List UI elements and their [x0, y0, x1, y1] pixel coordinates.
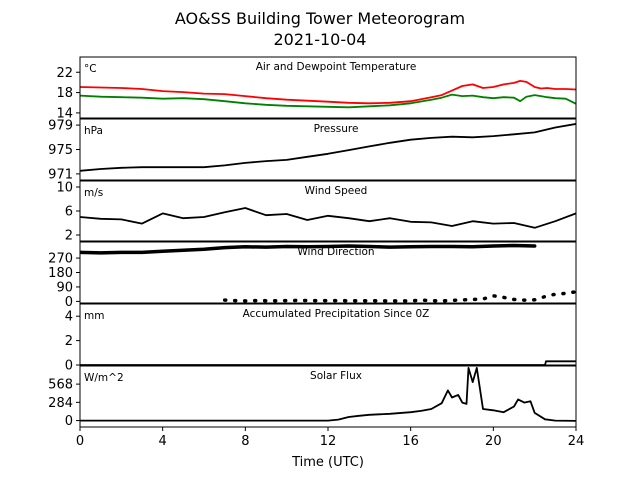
precip-ytick-label: 2 [65, 334, 73, 349]
wind_dir-ytick-label: 0 [65, 295, 73, 310]
wind_speed-panel-title: Wind Speed [305, 185, 368, 197]
temp-panel-title: Air and Dewpoint Temperature [256, 61, 417, 73]
solar-ytick-label: 284 [48, 396, 73, 411]
wind_speed-ytick-label: 2 [65, 229, 73, 244]
wind_speed-unit-label: m/s [84, 187, 103, 199]
panel-precip: 0 2 4 Accumulated Precipitation Since 0Z mm [65, 303, 577, 374]
wind_dir-series-0 [80, 243, 537, 255]
xtick-label: 12 [320, 434, 337, 449]
precip-unit-label: mm [84, 310, 104, 322]
precip-ytick-label: 4 [65, 310, 73, 325]
precip-panel-title: Accumulated Precipitation Since 0Z [243, 308, 430, 320]
solar-ytick-label: 568 [48, 378, 73, 393]
precip-series-0 [80, 360, 576, 365]
pressure-ytick-label: 975 [48, 143, 73, 158]
pressure-ytick-label: 979 [48, 119, 73, 134]
xtick-label: 0 [76, 434, 84, 449]
wind_speed-ytick-label: 6 [65, 205, 73, 220]
solar-unit-label: W/m^2 [84, 372, 124, 384]
temp-series-group [80, 80, 576, 109]
temp-ytick-label: 14 [56, 106, 73, 121]
temp-series-0 [80, 80, 576, 105]
pressure-unit-label: hPa [84, 125, 103, 137]
x-axis-label: Time (UTC) [291, 455, 364, 470]
xtick-label: 24 [568, 434, 585, 449]
precip-ytick-label: 0 [65, 359, 73, 374]
xtick-label: 4 [159, 434, 167, 449]
pressure-panel-title: Pressure [314, 123, 359, 135]
wind_speed-series-0 [80, 207, 576, 229]
xtick-label: 16 [402, 434, 419, 449]
panel-temp: 14 18 22 Air and Dewpoint Temperature °C [56, 56, 577, 121]
wind_dir-panel-title: Wind Direction [297, 246, 374, 258]
panel-pressure: 971 975 979 Pressure hPa [48, 118, 577, 182]
pressure-ytick-label: 971 [48, 167, 73, 182]
wind_dir-series-1 [222, 290, 576, 303]
xtick-label: 20 [485, 434, 502, 449]
pressure-series-0 [80, 123, 576, 172]
temp-ytick-label: 18 [56, 86, 73, 101]
solar-ytick-label: 0 [65, 414, 73, 429]
solar-series-0 [80, 367, 576, 422]
solar-series-group [80, 367, 576, 422]
temp-series-1 [80, 93, 576, 109]
wind_dir-ytick-label: 180 [48, 266, 73, 281]
xtick-label: 8 [241, 434, 249, 449]
wind_dir-ytick-label: 270 [48, 252, 73, 267]
temp-frame [79, 56, 577, 119]
precip-frame [79, 303, 577, 366]
wind_speed-series-group [80, 207, 576, 229]
wind_speed-ytick-label: 10 [56, 181, 73, 196]
x-axis: 0 4 8 12 16 20 24 [76, 427, 584, 449]
temp-unit-label: °C [84, 63, 97, 75]
chart-title-line2: 2021-10-04 [274, 30, 367, 49]
wind_dir-series-group [80, 243, 576, 303]
temp-ytick-label: 22 [56, 66, 73, 81]
solar-panel-title: Solar Flux [310, 370, 362, 382]
pressure-series-group [80, 123, 576, 172]
wind_dir-ytick-label: 90 [56, 280, 73, 295]
panel-wind_speed: 2 6 10 Wind Speed m/s [56, 180, 577, 244]
chart-title-line1: AO&SS Building Tower Meteorogram [175, 9, 465, 28]
precip-series-group [80, 360, 576, 365]
panel-solar: 0 284 568 Solar Flux W/m^2 [48, 365, 577, 429]
